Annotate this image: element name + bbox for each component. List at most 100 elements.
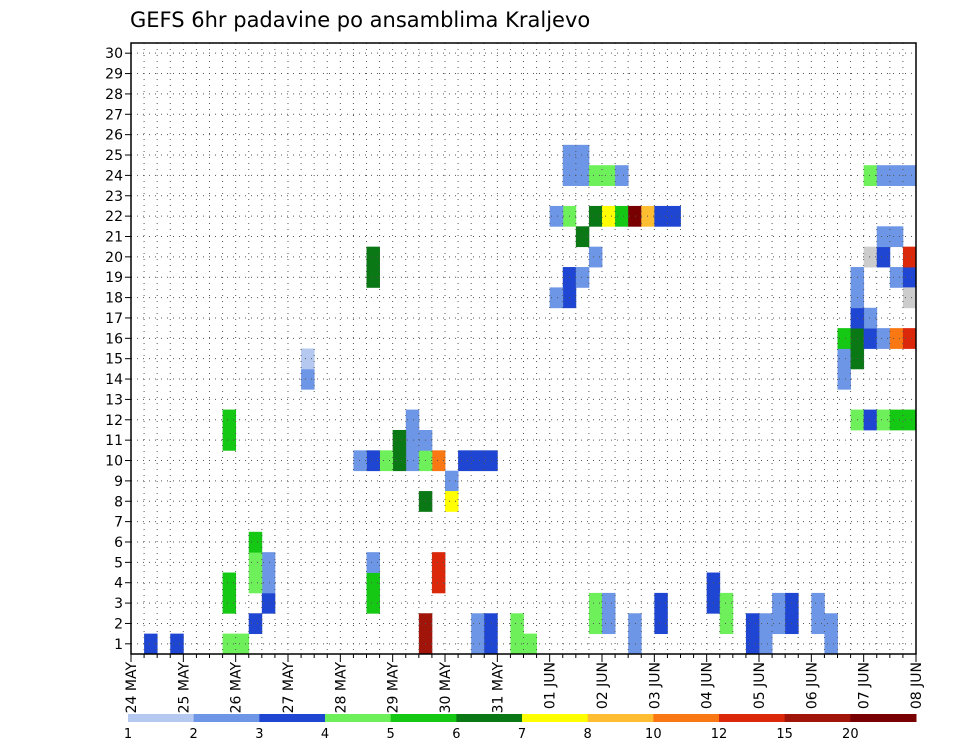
heatmap-cell [301,348,315,370]
y-tick-label: 9 [114,474,123,490]
heatmap-cell [876,165,891,186]
x-axis: 24 MAY 25 MAY 26 MAY 27 MAY 28 MAY 29 MAY 30 M… [124,654,925,713]
heatmap-cell [144,633,158,655]
x-tick-label: 08 JUN [909,662,925,709]
heatmap-cell [837,328,851,349]
heatmap-cell [379,450,394,472]
heatmap-cell [222,592,237,614]
heatmap-cell [510,633,524,655]
legend-label: 7 [518,727,526,742]
heatmap-cell [353,450,367,472]
heatmap-cell [602,592,616,614]
y-tick-label: 12 [105,413,123,429]
grid-layer [131,43,916,654]
heatmap-cell [628,205,642,227]
legend-label: 8 [584,727,592,742]
heatmap-cell [837,368,851,390]
x-tick-label: 03 JUN [647,662,663,709]
x-tick-label: 06 JUN [804,662,820,709]
chart-title: GEFS 6hr padavine po ansamblima Kraljevo [130,8,590,32]
y-tick-label: 14 [105,372,123,388]
y-tick-label: 25 [105,148,123,164]
heatmap-cell [431,572,446,594]
x-tick-label: 05 JUN [752,662,768,709]
heatmap-cell [889,165,904,186]
y-tick-label: 19 [105,270,123,286]
legend-label: 6 [452,727,460,742]
heatmap-cell [863,328,878,349]
heatmap-cell [392,429,407,451]
heatmap-cell [824,633,838,655]
heatmap-cell [863,409,878,431]
x-tick-label: 31 MAY [490,662,506,714]
heatmap-cell [445,470,459,492]
heatmap-cell [876,328,891,349]
legend-swatch [784,714,851,722]
cells-layer [144,144,917,655]
heatmap-cell [588,592,603,614]
legend-swatch [719,714,786,722]
heatmap-cell [811,592,825,614]
heatmap-cell [458,450,472,472]
legend-swatch [456,714,523,722]
heatmap-cell [575,226,590,248]
heatmap-cell [366,572,380,594]
heatmap-cell [719,613,734,635]
heatmap-cell [222,429,237,451]
heatmap-cell [471,613,485,635]
heatmap-cell [431,552,446,573]
heatmap-cell [889,267,904,288]
heatmap-cell [772,592,786,614]
legend-swatch [193,714,260,722]
heatmap-cell [523,633,537,655]
heatmap-cell [222,409,237,431]
y-tick-label: 16 [105,331,123,347]
heatmap-cell [863,307,878,329]
y-tick-label: 8 [114,494,123,510]
heatmap-cell [615,165,629,186]
heatmap-cell [222,633,237,655]
heatmap-cell [902,165,917,186]
heatmap-cell [902,287,917,309]
heatmap-cell [745,613,760,635]
y-tick-label: 1 [114,637,123,653]
heatmap-cell [902,246,917,268]
legend-label: 2 [190,727,198,742]
heatmap-cell [471,450,485,472]
y-tick-label: 30 [105,46,123,62]
heatmap-cell [759,613,773,635]
legend-label: 12 [711,727,728,742]
x-tick-label: 01 JUN [543,662,559,709]
heatmap-cell [235,633,250,655]
heatmap-cell [889,328,904,349]
legend-label: 5 [387,727,395,742]
heatmap-cell [248,613,263,635]
heatmap-cell [654,592,668,614]
heatmap-cell [588,165,603,186]
legend-swatch [522,714,589,722]
y-axis: 1234567891011121314151617181920212223242… [105,46,131,653]
heatmap-cell [405,429,420,451]
heatmap-cell [366,450,380,472]
x-tick-label: 07 JUN [857,662,873,709]
heatmap-cell [588,205,603,227]
y-tick-label: 26 [105,128,123,144]
y-tick-label: 22 [105,209,123,225]
y-tick-label: 23 [105,189,123,205]
y-tick-label: 24 [105,168,123,184]
legend-swatch [259,714,326,722]
y-tick-label: 6 [114,535,123,551]
heatmap-cell [261,592,276,614]
x-tick-label: 30 MAY [438,662,454,714]
x-tick-label: 26 MAY [229,662,245,714]
heatmap-cell [248,552,263,573]
legend-swatch [390,714,457,722]
heatmap-cell [902,409,917,431]
heatmap-cell [602,165,616,186]
legend-swatch [128,714,195,722]
heatmap-cell [484,613,498,635]
heatmap-cell [876,246,891,268]
y-tick-label: 28 [105,87,123,103]
